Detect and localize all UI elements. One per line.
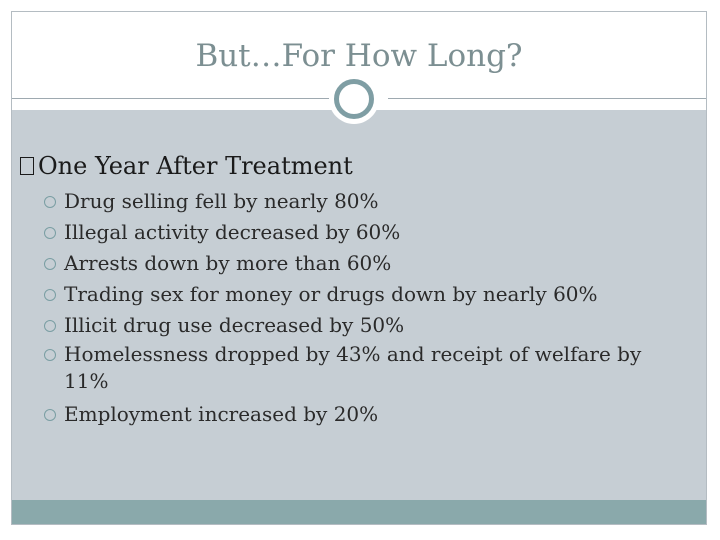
list-item-text: Arrests down by more than 60%	[64, 251, 392, 275]
circle-bullet-icon	[44, 349, 56, 361]
list-item: Employment increased by 20%	[44, 399, 672, 430]
circle-bullet-icon	[44, 227, 56, 239]
list-item: Trading sex for money or drugs down by n…	[44, 279, 672, 310]
circle-bullet-icon	[44, 289, 56, 301]
list-item-text: Drug selling fell by nearly 80%	[64, 189, 379, 213]
list-item: Arrests down by more than 60%	[44, 248, 672, 279]
list-item-text: Illicit drug use decreased by 50%	[64, 313, 405, 337]
list-item: Illegal activity decreased by 60%	[44, 217, 672, 248]
circle-bullet-icon	[44, 409, 56, 421]
title-rule-left	[12, 98, 330, 99]
list-item-text: Homelessness dropped by 43% and receipt …	[64, 342, 642, 393]
list-item: Homelessness dropped by 43% and receipt …	[44, 341, 672, 395]
missing-glyph-box-icon	[20, 157, 34, 175]
title-rule-right	[388, 98, 706, 99]
section-heading-text: One Year After Treatment	[38, 152, 353, 180]
list-item-text: Employment increased by 20%	[64, 402, 379, 426]
slide: But…For How Long?	[11, 11, 707, 525]
list-item: Drug selling fell by nearly 80%	[44, 186, 672, 217]
list-item: Illicit drug use decreased by 50%	[44, 310, 672, 341]
slide-title: But…For How Long?	[195, 38, 523, 74]
circle-bullet-icon	[44, 258, 56, 270]
list-item-text: Illegal activity decreased by 60%	[64, 220, 401, 244]
circle-ring-icon	[334, 79, 374, 119]
section-heading: One Year After Treatment	[20, 152, 353, 180]
footer-bar	[12, 500, 706, 524]
list-item-text: Trading sex for money or drugs down by n…	[64, 282, 598, 306]
circle-bullet-icon	[44, 196, 56, 208]
content-area	[12, 110, 706, 501]
bullet-list: Drug selling fell by nearly 80% Illegal …	[44, 186, 672, 430]
circle-bullet-icon	[44, 320, 56, 332]
